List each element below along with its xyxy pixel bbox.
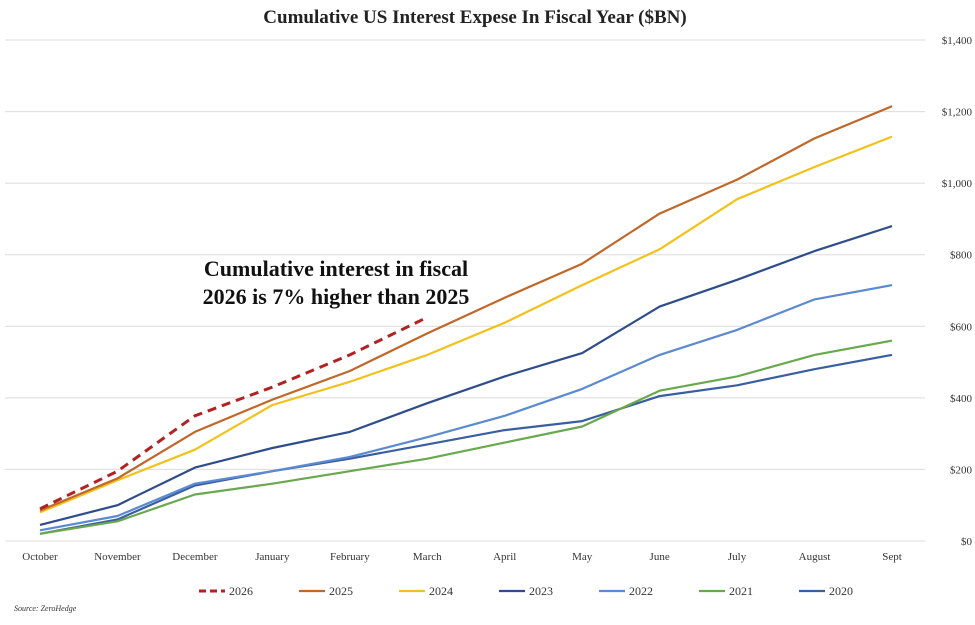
y-tick-label: $1,000 — [942, 178, 973, 190]
legend-label-2022: 2022 — [629, 584, 653, 598]
x-tick-label: April — [493, 551, 516, 563]
y-tick-label: $400 — [950, 393, 973, 405]
x-tick-label: January — [255, 551, 290, 563]
x-tick-label: August — [799, 551, 831, 563]
series-lines — [39, 105, 893, 535]
y-tick-label: $1,400 — [942, 35, 973, 47]
x-tick-label: March — [413, 551, 442, 563]
series-line-2023 — [39, 225, 893, 526]
legend-label-2024: 2024 — [429, 584, 453, 598]
x-tick-label: February — [330, 551, 370, 563]
x-tick-label: May — [572, 551, 593, 563]
y-tick-label: $600 — [950, 321, 973, 333]
annotation-line-2: 2026 is 7% higher than 2025 — [203, 284, 470, 309]
series-line-2025 — [39, 105, 893, 512]
y-tick-label: $800 — [950, 250, 973, 262]
legend-label-2026: 2026 — [229, 584, 253, 598]
series-line-2026 — [39, 315, 428, 511]
y-axis: $0 $200 $400 $600 $800 $1,000 $1,200 $1,400 — [942, 35, 973, 548]
x-tick-label: Sept — [882, 551, 902, 563]
annotation-line-1: Cumulative interest in fiscal — [204, 256, 468, 281]
series-line-2022 — [39, 284, 893, 532]
annotation: Cumulative interest in fiscal 2026 is 7%… — [203, 256, 470, 309]
y-tick-label: $200 — [950, 464, 973, 476]
series-line-2024 — [39, 135, 893, 514]
legend-label-2020: 2020 — [829, 584, 853, 598]
source-note: Source: ZeroHedge — [14, 604, 77, 613]
gridlines — [5, 39, 925, 542]
x-tick-label: June — [650, 551, 670, 563]
x-tick-label: November — [94, 551, 141, 563]
series-line-2020 — [39, 353, 893, 535]
legend-label-2025: 2025 — [329, 584, 353, 598]
legend-label-2023: 2023 — [529, 584, 553, 598]
chart-title: Cumulative US Interest Expese In Fiscal … — [263, 7, 686, 28]
legend-label-2021: 2021 — [729, 584, 753, 598]
x-axis: October November December January February Ma… — [22, 551, 902, 563]
x-tick-label: October — [22, 551, 58, 563]
x-tick-label: December — [172, 551, 218, 563]
legend: 2026 2025 2024 2023 2022 2021 2020 — [199, 584, 853, 598]
series-line-2021 — [39, 339, 893, 535]
y-tick-label: $0 — [961, 536, 973, 548]
y-tick-label: $1,200 — [942, 107, 973, 119]
x-tick-label: July — [728, 551, 747, 563]
